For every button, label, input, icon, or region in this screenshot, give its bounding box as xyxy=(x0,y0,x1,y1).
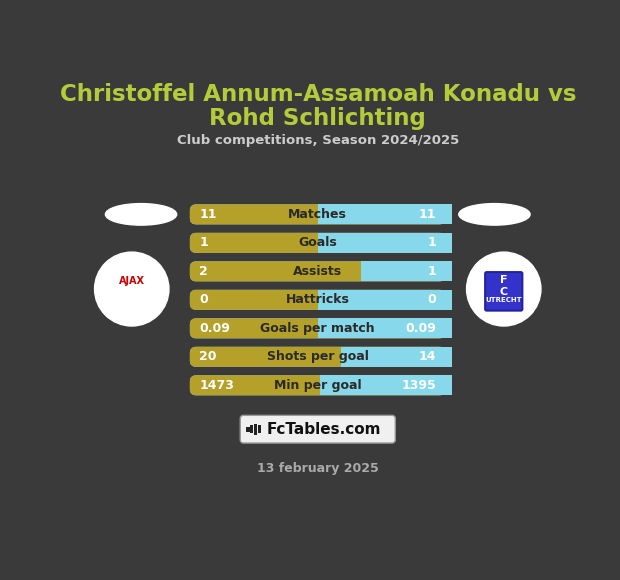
Bar xyxy=(317,318,452,338)
Text: Christoffel Annum-Assamoah Konadu vs: Christoffel Annum-Assamoah Konadu vs xyxy=(60,83,576,106)
Circle shape xyxy=(94,252,169,326)
FancyBboxPatch shape xyxy=(190,347,446,367)
Bar xyxy=(341,347,452,367)
Bar xyxy=(317,233,452,253)
Text: 1: 1 xyxy=(428,265,436,278)
FancyBboxPatch shape xyxy=(190,262,446,281)
Text: 2: 2 xyxy=(199,265,208,278)
Text: 0.09: 0.09 xyxy=(405,322,436,335)
Text: 1: 1 xyxy=(199,237,208,249)
Text: Rohd Schlichting: Rohd Schlichting xyxy=(210,107,426,130)
FancyBboxPatch shape xyxy=(190,262,446,281)
Bar xyxy=(321,375,452,396)
FancyBboxPatch shape xyxy=(190,347,446,367)
Text: 0: 0 xyxy=(199,293,208,306)
FancyBboxPatch shape xyxy=(190,375,446,396)
Ellipse shape xyxy=(105,204,177,225)
FancyBboxPatch shape xyxy=(190,233,446,253)
FancyBboxPatch shape xyxy=(190,375,446,396)
Text: 11: 11 xyxy=(419,208,436,221)
Text: 20: 20 xyxy=(199,350,216,363)
Text: Goals per match: Goals per match xyxy=(260,322,375,335)
Ellipse shape xyxy=(459,204,530,225)
Text: FcTables.com: FcTables.com xyxy=(267,422,381,437)
Text: Assists: Assists xyxy=(293,265,342,278)
Bar xyxy=(317,204,452,224)
Text: AJAX: AJAX xyxy=(119,276,144,287)
Text: 1473: 1473 xyxy=(199,379,234,392)
FancyBboxPatch shape xyxy=(485,272,522,311)
Text: 11: 11 xyxy=(199,208,216,221)
Text: 1395: 1395 xyxy=(402,379,436,392)
Bar xyxy=(254,424,257,434)
Text: 14: 14 xyxy=(419,350,436,363)
Text: 1: 1 xyxy=(428,237,436,249)
FancyBboxPatch shape xyxy=(190,204,446,224)
Text: Shots per goal: Shots per goal xyxy=(267,350,369,363)
Bar xyxy=(317,290,452,310)
Text: Matches: Matches xyxy=(288,208,347,221)
Text: Hattricks: Hattricks xyxy=(286,293,350,306)
Text: Goals: Goals xyxy=(298,237,337,249)
Text: 13 february 2025: 13 february 2025 xyxy=(257,462,379,475)
Text: F
C: F C xyxy=(500,275,508,297)
FancyBboxPatch shape xyxy=(241,415,396,443)
Text: Club competitions, Season 2024/2025: Club competitions, Season 2024/2025 xyxy=(177,134,459,147)
FancyBboxPatch shape xyxy=(190,204,446,224)
Text: Min per goal: Min per goal xyxy=(274,379,361,392)
Bar xyxy=(361,262,452,281)
Bar xyxy=(258,425,261,433)
Text: 0: 0 xyxy=(428,293,436,306)
Bar xyxy=(247,427,249,432)
Circle shape xyxy=(467,252,541,326)
FancyBboxPatch shape xyxy=(190,318,446,338)
FancyBboxPatch shape xyxy=(190,290,446,310)
Bar xyxy=(250,425,254,433)
Text: UTRECHT: UTRECHT xyxy=(485,297,522,303)
FancyBboxPatch shape xyxy=(190,318,446,338)
Text: 0.09: 0.09 xyxy=(199,322,230,335)
FancyBboxPatch shape xyxy=(190,290,446,310)
FancyBboxPatch shape xyxy=(190,233,446,253)
